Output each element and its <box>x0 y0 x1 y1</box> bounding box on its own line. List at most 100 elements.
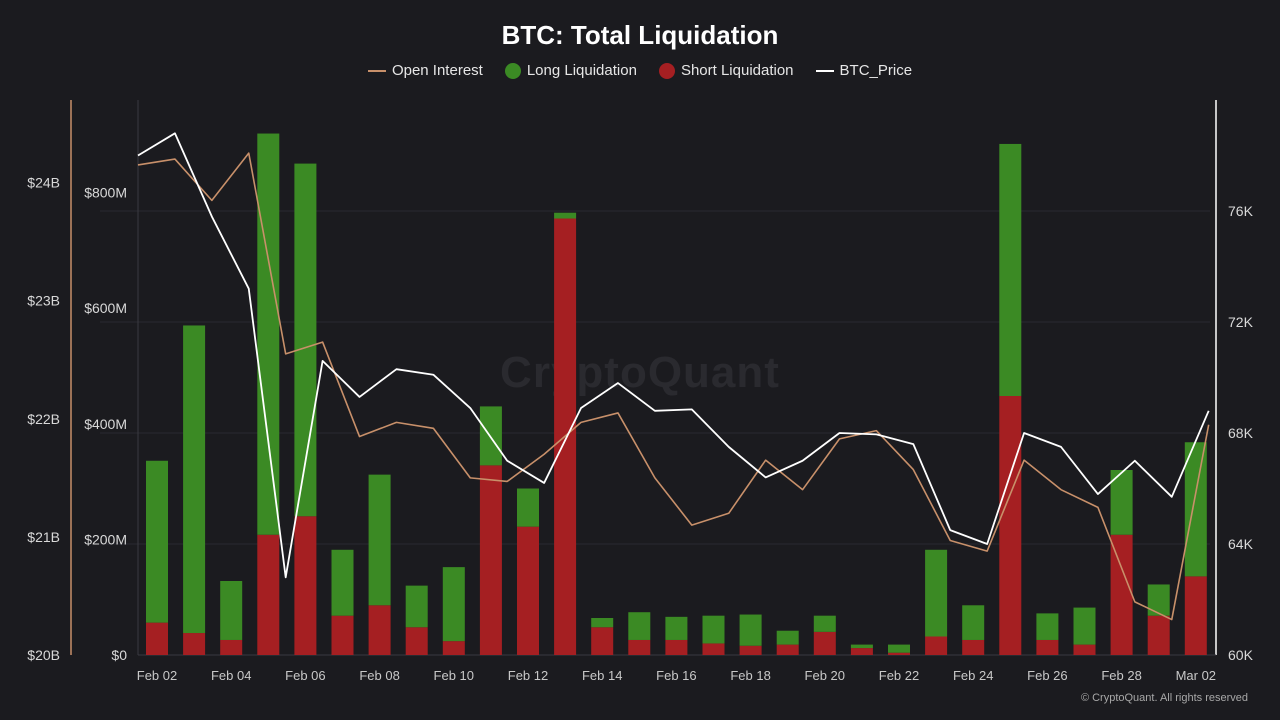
short-liquidation-bar <box>591 627 614 655</box>
liquidation-axis-tick-label: $0 <box>111 647 127 663</box>
long-liquidation-bar <box>1073 607 1096 645</box>
open-interest-line-icon <box>367 69 386 72</box>
long-liquidation-bar <box>146 460 168 623</box>
long-liquidation-bar <box>888 644 910 653</box>
x-axis-tick-label: Feb 10 <box>434 668 474 683</box>
legend-item-open-interest[interactable]: Open Interest <box>367 62 483 79</box>
short-liquidation-bar <box>368 605 391 655</box>
oi-axis-tick-label: $21B <box>27 529 60 545</box>
short-liquidation-bar <box>702 643 725 655</box>
long-liquidation-bar <box>628 612 651 640</box>
price-axis-tick-label: 72K <box>1228 314 1254 330</box>
grid-lines <box>100 210 1210 545</box>
copyright-notice: © CryptoQuant. All rights reserved <box>1080 692 1248 704</box>
long-liquidation-bar <box>368 474 391 606</box>
liquidation-axis-tick-label: $400M <box>84 416 127 432</box>
short-liquidation-bar <box>888 652 910 655</box>
open-interest-line <box>137 152 1210 621</box>
short-liquidation-bar <box>1110 534 1133 655</box>
long-liquidation-bar <box>257 133 280 535</box>
x-axis-tick-label: Feb 16 <box>656 668 696 683</box>
long-liquidation-bar <box>517 488 539 527</box>
long-liquidation-bar <box>591 618 614 628</box>
x-axis-tick-label: Feb 22 <box>879 668 919 683</box>
short-liquidation-bar <box>1073 644 1096 655</box>
oi-axis-tick-label: $22B <box>27 411 60 427</box>
legend-item-short-liquidation[interactable]: Short Liquidation <box>658 62 794 79</box>
watermark: CryptoQuant <box>500 348 780 397</box>
legend-label-long-liquidation: Long Liquidation <box>526 62 637 79</box>
short-liquidation-bar <box>813 631 836 655</box>
long-liquidation-bar <box>479 406 502 466</box>
liquidation-axis-tick-label: $800M <box>84 185 127 201</box>
long-liquidation-bar <box>442 567 465 642</box>
short-liquidation-bar <box>220 639 243 655</box>
price-axis-tick-label: 64K <box>1228 536 1254 552</box>
legend-label-btc-price: BTC_Price <box>839 62 913 79</box>
x-axis-tick-label: Feb 04 <box>211 668 251 683</box>
long-liquidation-bar <box>962 605 985 640</box>
short-liquidation-bar <box>146 622 168 655</box>
x-axis-tick-label: Feb 12 <box>508 668 548 683</box>
price-axis-tick-label: 60K <box>1228 647 1254 663</box>
long-liquidation-bar <box>554 212 577 219</box>
long-liquidation-bar <box>850 644 873 649</box>
long-liquidation-bar <box>1110 470 1133 535</box>
legend-item-long-liquidation[interactable]: Long Liquidation <box>504 62 637 79</box>
short-liquidation-bar <box>665 639 688 655</box>
x-axis-tick-label: Feb 06 <box>285 668 325 683</box>
short-liquidation-bar <box>999 396 1022 655</box>
btc-price-line <box>137 132 1210 579</box>
series-lines <box>137 132 1210 621</box>
price-axis-tick-label: 76K <box>1228 203 1254 219</box>
long-liquidation-bar <box>665 616 688 640</box>
legend: Open Interest Long Liquidation Short Liq… <box>0 62 1280 79</box>
short-liquidation-bar <box>442 641 465 655</box>
long-liquidation-bar <box>925 549 948 637</box>
legend-label-short-liquidation: Short Liquidation <box>680 62 794 79</box>
short-liquidation-bar <box>1184 576 1207 655</box>
short-liquidation-bar <box>850 648 873 655</box>
short-liquidation-dot-icon <box>658 62 675 79</box>
long-liquidation-bar <box>220 581 243 640</box>
long-liquidation-bar <box>739 614 762 646</box>
legend-item-btc-price[interactable]: BTC_Price <box>815 62 913 79</box>
short-liquidation-bar <box>479 465 502 655</box>
x-axis-tick-label: Feb 08 <box>359 668 399 683</box>
x-axis-tick-label: Feb 24 <box>953 668 993 683</box>
x-axis-tick-label: Feb 18 <box>730 668 770 683</box>
short-liquidation-bar <box>183 633 206 655</box>
long-liquidation-bar <box>776 630 799 645</box>
x-axis-tick-label: Mar 02 <box>1176 668 1216 683</box>
x-axis-tick-label: Feb 02 <box>137 668 177 683</box>
oi-axis-tick-label: $24B <box>27 175 60 191</box>
price-axis-tick-label: 68K <box>1228 425 1254 441</box>
short-liquidation-bar <box>925 636 948 655</box>
tick-labels: $20B $21B $22B $23B $24B $0 $200M $400M $600M $80… <box>27 175 1253 683</box>
short-liquidation-bar <box>628 639 651 655</box>
oi-axis-tick-label: $23B <box>27 293 60 309</box>
short-liquidation-bar <box>405 627 428 655</box>
short-liquidation-bar <box>776 644 799 655</box>
x-axis-tick-label: Feb 28 <box>1101 668 1141 683</box>
btc-price-line-icon <box>815 69 834 72</box>
bars <box>146 133 1207 655</box>
oi-axis-tick-label: $20B <box>27 647 60 663</box>
short-liquidation-bar <box>962 639 985 655</box>
short-liquidation-bar <box>331 615 354 655</box>
short-liquidation-bar <box>1147 615 1170 655</box>
short-liquidation-bar <box>739 645 762 655</box>
short-liquidation-bar <box>517 526 539 655</box>
x-axis-tick-label: Feb 26 <box>1027 668 1067 683</box>
liquidation-axis-tick-label: $600M <box>84 300 127 316</box>
short-liquidation-bar <box>1036 639 1059 655</box>
short-liquidation-bar <box>294 516 317 655</box>
long-liquidation-bar <box>813 615 836 632</box>
long-liquidation-bar <box>1147 584 1170 616</box>
long-liquidation-bar <box>1036 613 1059 640</box>
short-liquidation-bar <box>257 534 280 655</box>
long-liquidation-bar <box>999 143 1022 396</box>
x-axis-tick-label: Feb 14 <box>582 668 622 683</box>
long-liquidation-bar <box>331 549 354 616</box>
